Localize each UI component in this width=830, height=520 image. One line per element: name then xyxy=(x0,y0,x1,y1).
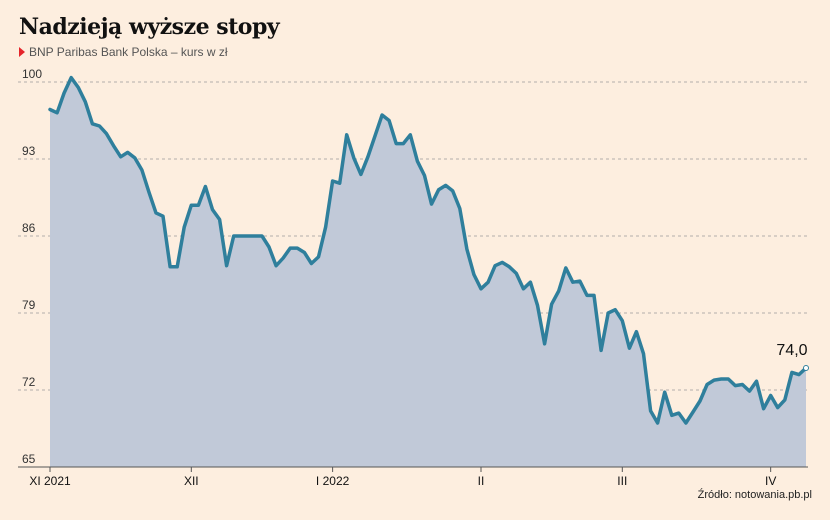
x-tick-label: IV xyxy=(765,474,776,488)
x-axis: XI 2021 XII I 2022 II III IV xyxy=(29,467,776,488)
chart-subtitle: BNP Paribas Bank Polska – kurs w zł xyxy=(19,45,228,59)
x-tick-label: II xyxy=(478,474,485,488)
chart-subtitle-text: BNP Paribas Bank Polska – kurs w zł xyxy=(29,45,228,59)
x-tick-label: I 2022 xyxy=(316,474,350,488)
chart-title: Nadzieją wyższe stopy xyxy=(19,14,280,40)
source-note: Źródło: notowania.pb.pl xyxy=(697,489,812,501)
y-tick-label: 93 xyxy=(22,144,36,158)
price-area xyxy=(50,77,806,467)
y-tick-label: 72 xyxy=(22,375,36,389)
x-tick-label: XII xyxy=(184,474,199,488)
x-tick-label: III xyxy=(617,474,627,488)
y-tick-label: 100 xyxy=(22,67,42,81)
last-value-label: 74,0 xyxy=(776,342,807,359)
y-tick-label: 79 xyxy=(22,298,36,312)
x-tick-label: XI 2021 xyxy=(29,474,71,488)
last-point-marker xyxy=(803,365,809,371)
y-tick-label: 86 xyxy=(22,221,36,235)
red-triangle-icon xyxy=(19,47,25,57)
y-tick-label: 65 xyxy=(22,452,36,466)
y-axis: 65 72 79 86 93 100 xyxy=(22,67,42,466)
price-line xyxy=(48,75,808,425)
